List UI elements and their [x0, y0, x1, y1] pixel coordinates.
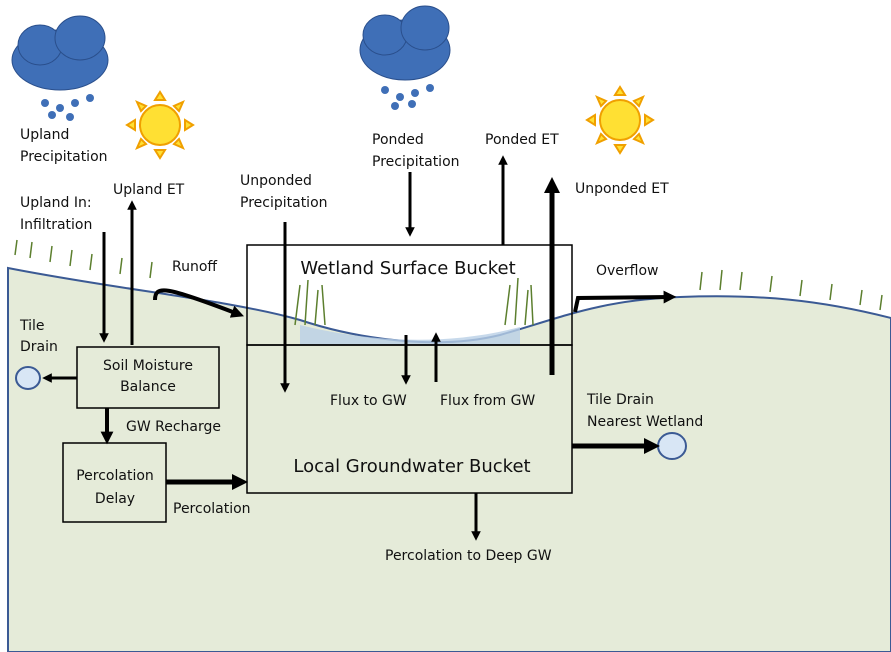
cloud [11, 5, 451, 121]
sun [125, 85, 655, 160]
label: Unponded [240, 173, 312, 189]
tile-drain-nearest [657, 432, 687, 460]
arrows [42, 155, 677, 541]
label: Percolation [173, 501, 251, 517]
label: Tile Drain [586, 392, 654, 408]
label: Flux to GW [330, 393, 407, 409]
labels: Upland Precipitation Upland In: Infiltra… [19, 127, 703, 564]
label: Runoff [172, 259, 217, 275]
reeds [14, 239, 883, 326]
label: Precipitation [240, 195, 328, 211]
label: Percolation [76, 468, 154, 484]
label: Local Groundwater Bucket [293, 456, 530, 477]
label: Ponded [372, 132, 424, 148]
label: Tile [19, 318, 45, 334]
label: Drain [20, 339, 58, 355]
label: Soil Moisture [103, 358, 193, 374]
label: Upland ET [113, 182, 185, 198]
label: Delay [95, 491, 135, 507]
label: Flux from GW [440, 393, 535, 409]
label: Upland [20, 127, 69, 143]
label: Infiltration [20, 217, 92, 233]
label: Nearest Wetland [587, 414, 703, 430]
label: Precipitation [20, 149, 108, 165]
tile-drain [15, 366, 41, 390]
label: Balance [120, 379, 176, 395]
groundwater-box [246, 344, 573, 494]
label: Overflow [596, 263, 659, 279]
label: Wetland Surface Bucket [300, 258, 515, 279]
pond [300, 325, 520, 345]
label: GW Recharge [126, 419, 221, 435]
label: Percolation to Deep GW [385, 548, 552, 564]
label: Unponded ET [575, 181, 669, 197]
label: Ponded ET [485, 132, 559, 148]
label: Upland In: [20, 195, 92, 211]
label: Precipitation [372, 154, 460, 170]
